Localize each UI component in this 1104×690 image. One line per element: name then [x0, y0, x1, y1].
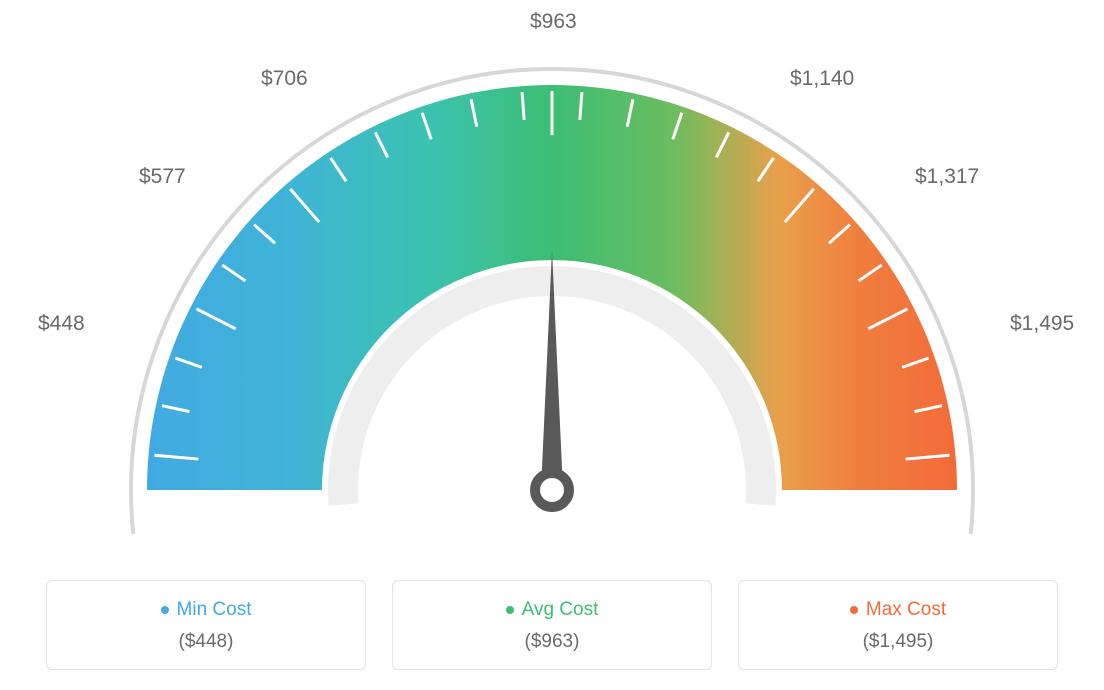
legend-value-max: ($1,495): [749, 631, 1047, 653]
dot-icon: [850, 606, 858, 614]
dot-icon: [506, 606, 514, 614]
legend-card-avg: Avg Cost ($963): [392, 580, 712, 670]
dot-icon: [161, 606, 169, 614]
legend-title-text: Avg Cost: [522, 599, 599, 621]
legend-title-max: Max Cost: [850, 599, 946, 621]
legend-title-avg: Avg Cost: [506, 599, 599, 621]
legend-row: Min Cost ($448) Avg Cost ($963) Max Cost…: [0, 580, 1104, 670]
legend-title-text: Min Cost: [177, 599, 252, 621]
gauge-svg: [0, 0, 1104, 560]
gauge-tick-label: $448: [38, 312, 85, 336]
legend-value-avg: ($963): [403, 631, 701, 653]
gauge-tick-label: $1,140: [790, 67, 854, 91]
gauge-chart: $448 $577 $706 $963 $1,140 $1,317 $1,495: [0, 0, 1104, 560]
legend-value-min: ($448): [57, 631, 355, 653]
gauge-tick-label: $1,317: [915, 165, 979, 189]
legend-title-text: Max Cost: [866, 599, 946, 621]
gauge-tick-label: $963: [530, 10, 577, 34]
legend-card-max: Max Cost ($1,495): [738, 580, 1058, 670]
gauge-tick-label: $1,495: [1010, 312, 1074, 336]
legend-card-min: Min Cost ($448): [46, 580, 366, 670]
gauge-tick-label: $706: [261, 67, 308, 91]
legend-title-min: Min Cost: [161, 599, 252, 621]
gauge-tick-label: $577: [139, 165, 186, 189]
